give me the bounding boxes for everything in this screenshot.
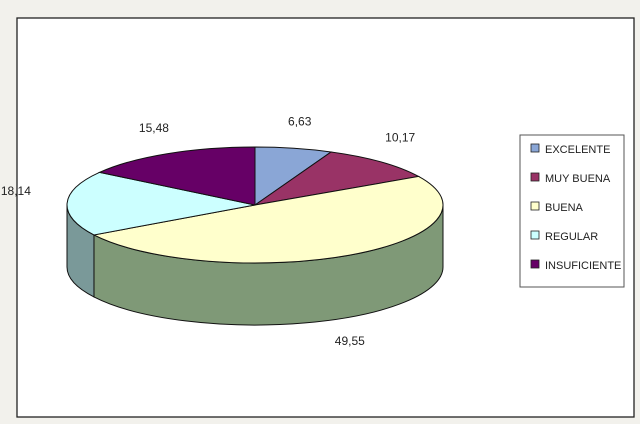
data-label-excelente: 6,63 (288, 115, 312, 129)
legend-swatch-regular (530, 230, 540, 240)
pie-group (66, 146, 444, 326)
data-label-buena: 49,55 (335, 334, 365, 348)
legend-swatch-buena (530, 201, 540, 211)
legend-label-regular: REGULAR (545, 231, 598, 243)
pie-slice-muy-buena (254, 151, 421, 206)
legend-swatch-excelente (530, 143, 540, 153)
data-label-regular: 18,14 (1, 184, 31, 198)
data-label-muy-buena: 10,17 (385, 131, 415, 145)
legend-label-muy-buena: MUY BUENA (545, 173, 611, 185)
legend-label-buena: BUENA (545, 202, 584, 214)
legend-swatch-insuficiente (530, 259, 540, 269)
data-label-insuficiente: 15,48 (139, 121, 169, 135)
legend: EXCELENTE MUY BUENA BUENA REGULAR INSUFICIEN… (519, 134, 625, 288)
pie-slice-buena (92, 175, 444, 264)
legend-label-insuficiente: INSUFICIENTE (545, 260, 621, 272)
legend-label-excelente: EXCELENTE (545, 144, 610, 156)
data-labels: 6,63 10,17 49,55 18,14 15,48 (1, 115, 416, 348)
pie-slice-regular (66, 171, 256, 236)
legend-swatch-muy-buena (530, 172, 540, 182)
pie-slice-insuficiente (98, 146, 256, 206)
